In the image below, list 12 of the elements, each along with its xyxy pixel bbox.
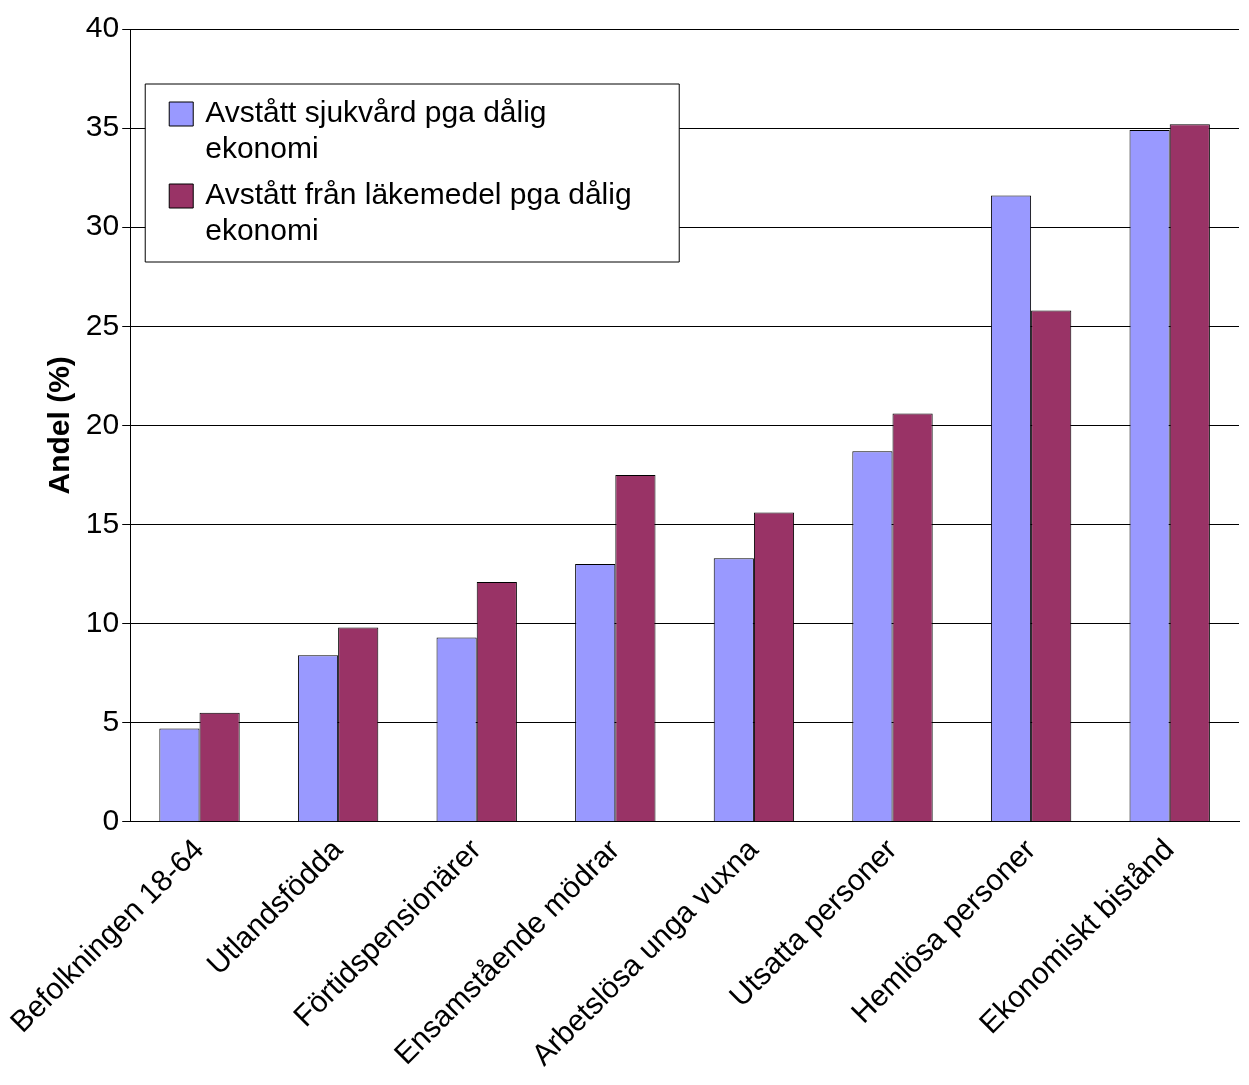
y-tick-label: 40	[85, 10, 120, 44]
y-tick-label: 20	[85, 406, 120, 440]
y-tick-label: 5	[102, 703, 120, 737]
y-tick-label: 0	[102, 803, 120, 836]
y-axis-title: Andel (%)	[42, 356, 76, 495]
legend-label: Avstått sjukvård pga dålig ekonomi	[205, 95, 547, 165]
y-tick-label: 10	[85, 604, 120, 638]
y-tick-label: 35	[85, 109, 120, 143]
y-tick-label: 15	[85, 505, 120, 539]
y-tick-label: 30	[85, 208, 120, 242]
legend-label: Avstått från läkemedel pga dålig ekonomi	[205, 177, 632, 247]
y-tick-label: 25	[85, 307, 120, 341]
